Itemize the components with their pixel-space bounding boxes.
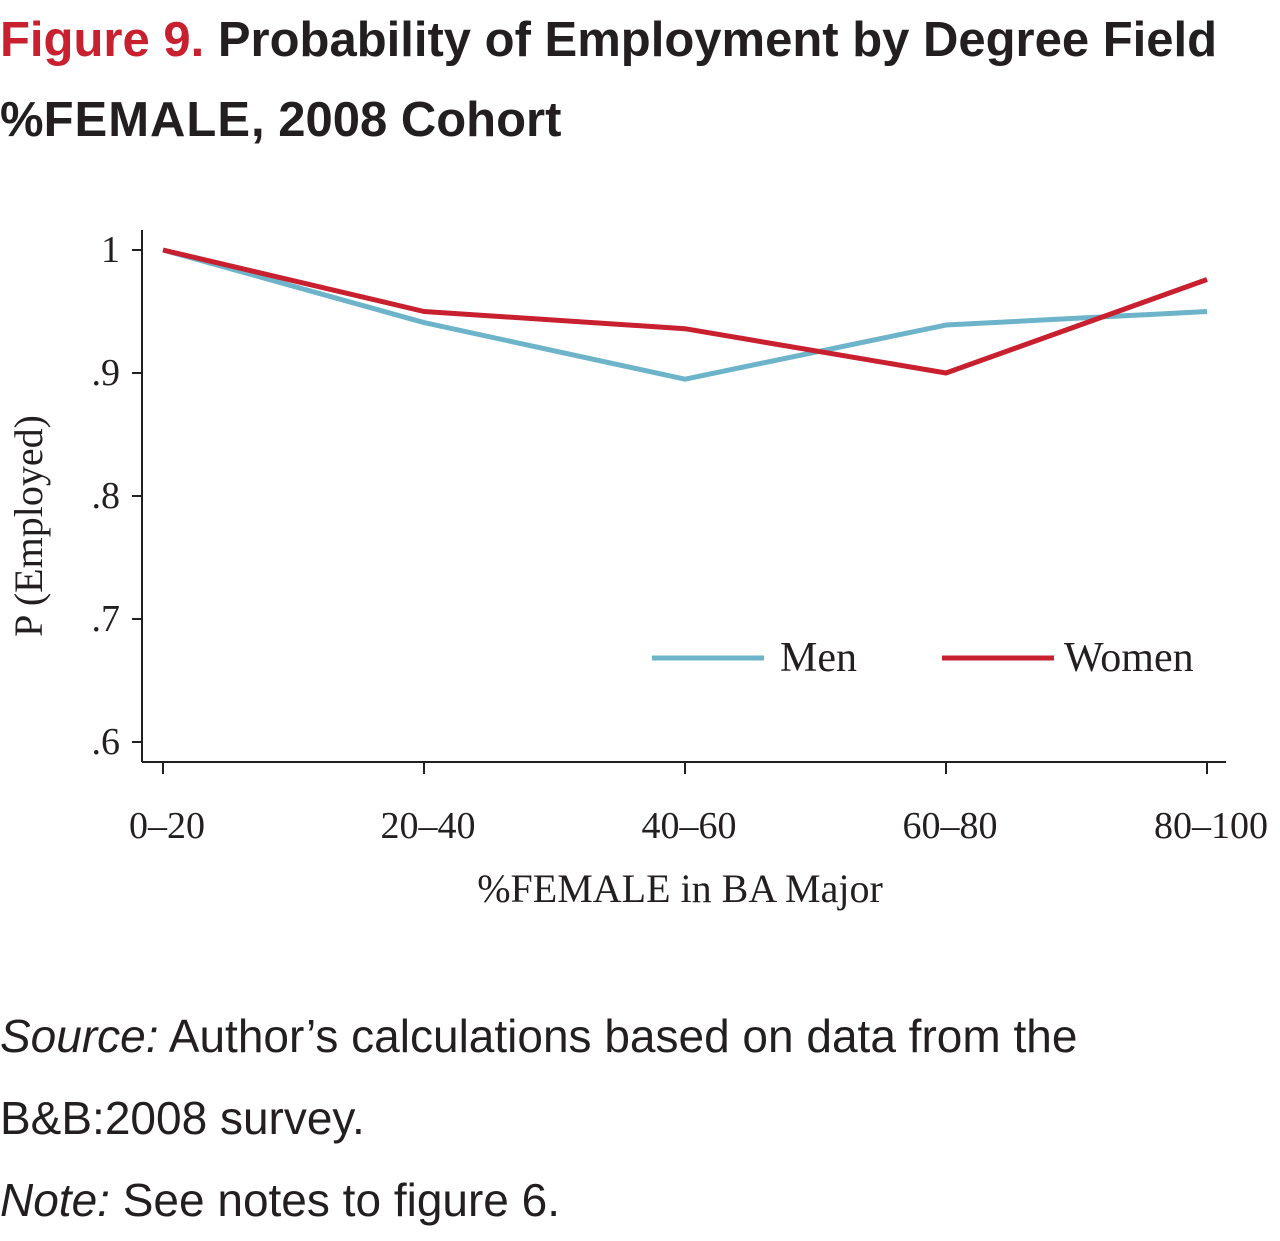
x-axis-title: %FEMALE in BA Major (477, 866, 883, 911)
figure-label: Figure 9. (0, 13, 204, 67)
figure-note: Note: See notes to figure 6. (0, 1159, 1270, 1241)
y-tick-label: .8 (92, 475, 121, 517)
x-tick-label: 20–40 (381, 805, 476, 847)
x-tick-label: 80–100 (1154, 805, 1268, 847)
series-line-men (163, 250, 1207, 379)
note-text: See notes to figure 6. (110, 1174, 560, 1226)
y-tick-label: .9 (92, 352, 121, 394)
source-note: Source: Author’s calculations based on d… (0, 995, 1270, 1159)
x-tick-label: 60–80 (903, 805, 998, 847)
series-line-women (163, 250, 1207, 373)
figure-title-suffix: , 2008 Cohort (251, 93, 561, 147)
legend-label-women: Women (1064, 635, 1194, 681)
figure-title: Figure 9. Probability of Employment by D… (0, 0, 1260, 160)
source-label: Source: (0, 1010, 159, 1062)
figure-notes: Source: Author’s calculations based on d… (0, 995, 1270, 1241)
y-tick-label: .6 (92, 721, 121, 763)
x-tick-label: 0–20 (129, 805, 205, 847)
note-label: Note: (0, 1174, 110, 1226)
figure-title-smallcaps: FEMALE (44, 93, 251, 147)
y-tick-label: .7 (92, 598, 121, 640)
y-tick-label: 1 (101, 229, 120, 271)
x-tick-label: 40–60 (642, 805, 737, 847)
legend-label-men: Men (780, 635, 857, 681)
line-chart: 1 .9 .8 .7 .60–20 20–40 40–60 60–80 80–100 %FEMAL… (0, 180, 1280, 920)
source-text: Author’s calculations based on data from… (0, 1010, 1077, 1144)
y-axis-title: P (Employed) (6, 415, 51, 637)
